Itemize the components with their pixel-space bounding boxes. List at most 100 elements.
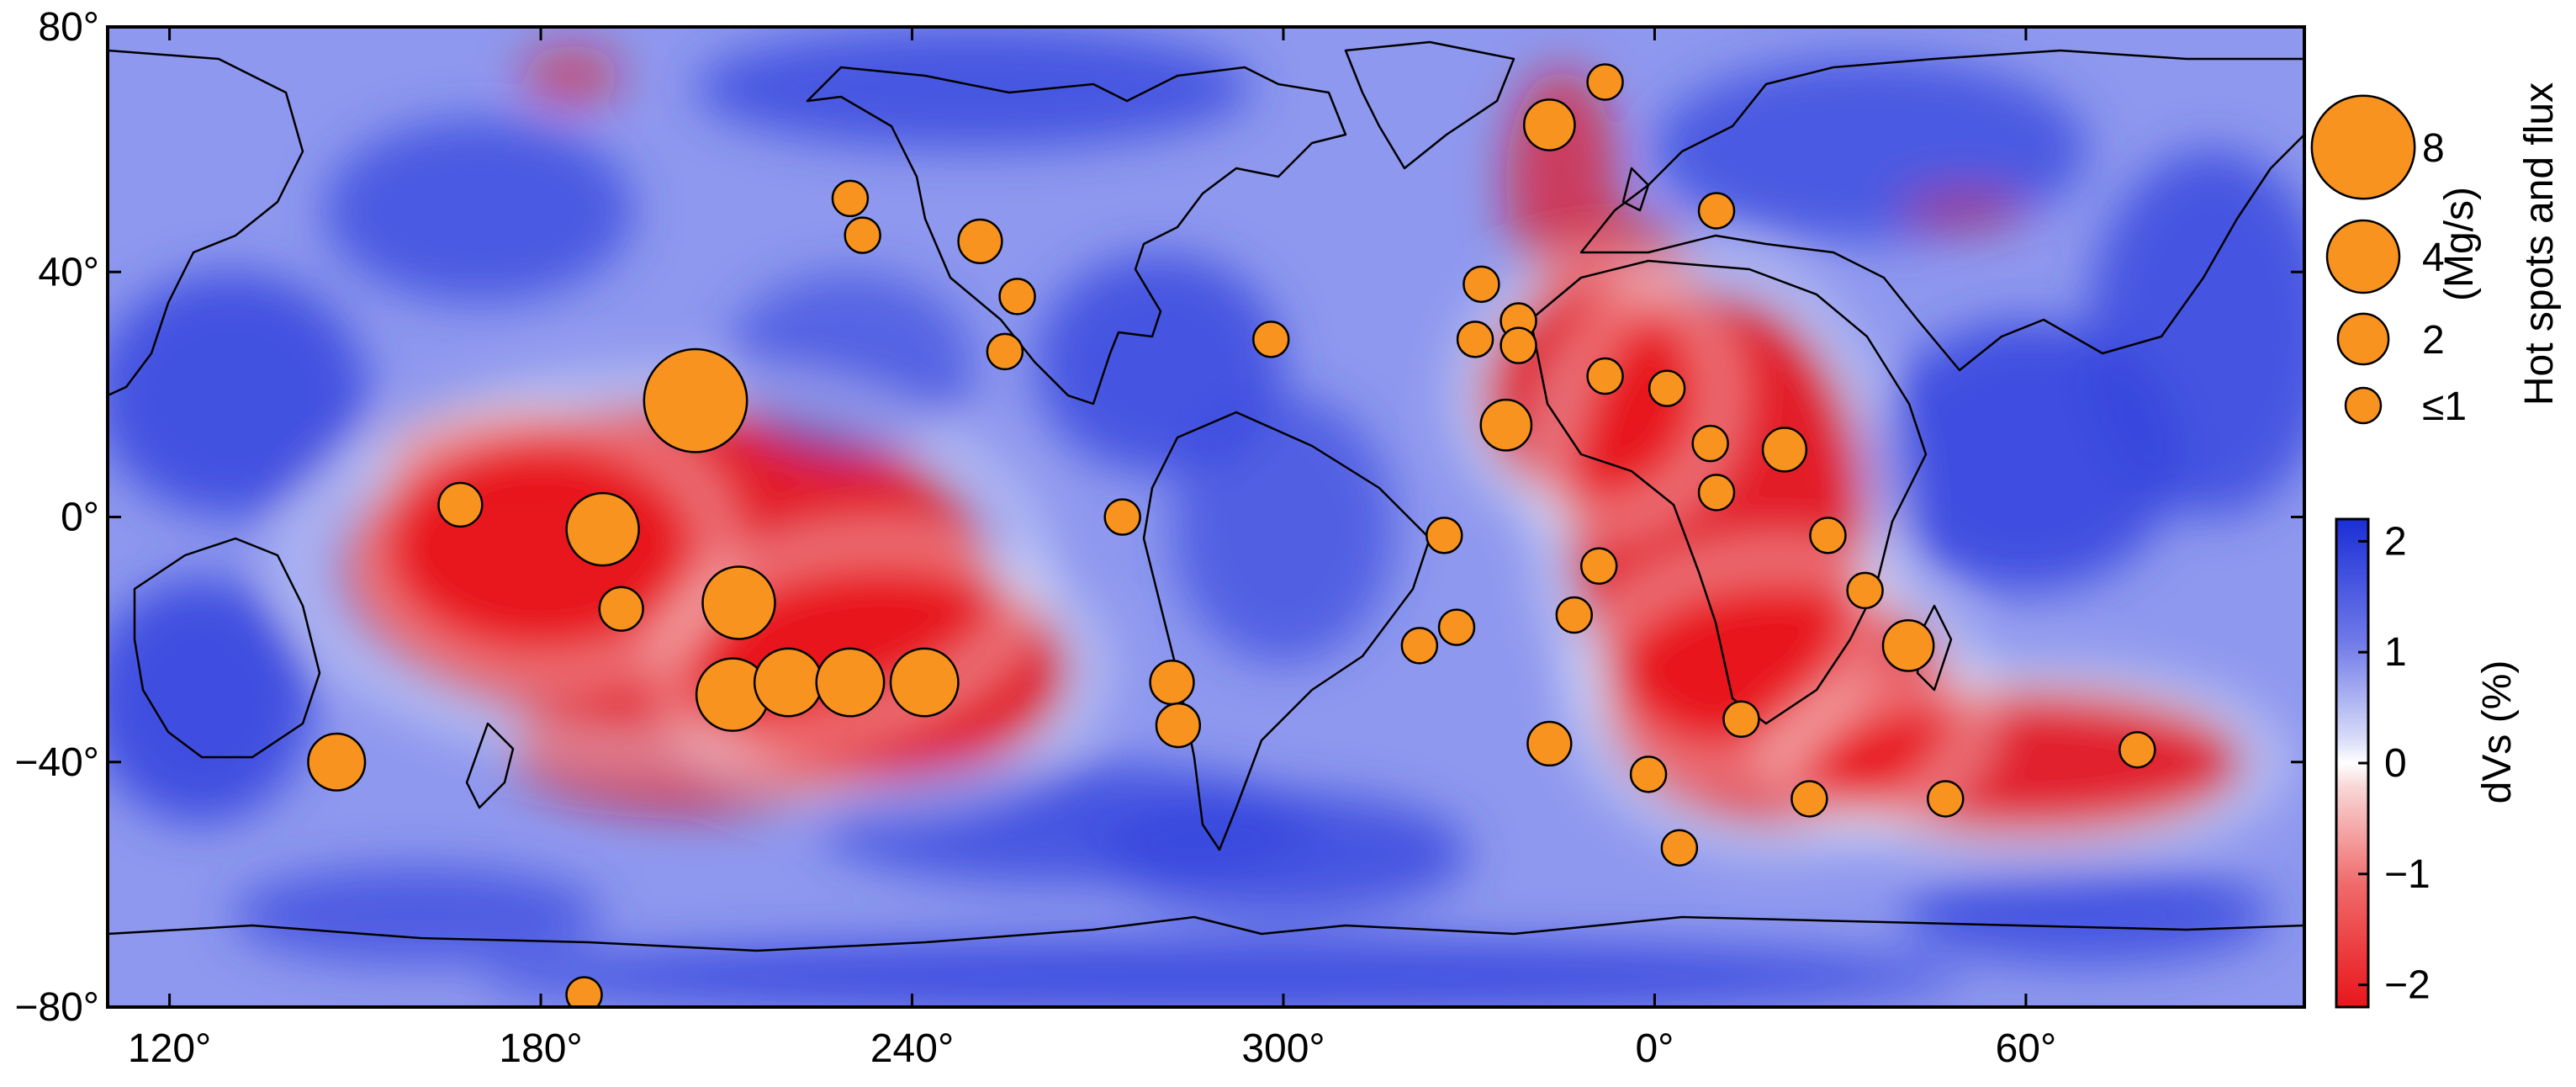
hotspot-marker xyxy=(889,647,960,718)
y-tick-label: 80° xyxy=(38,5,99,50)
fast-anomaly-region xyxy=(479,939,1965,1007)
hotspot-marker xyxy=(831,179,870,218)
colorbar-tick-label: −2 xyxy=(2384,963,2431,1008)
hotspot-marker xyxy=(643,347,748,453)
coast-greenland xyxy=(1344,40,1515,170)
legend-entry-label: 8 xyxy=(2422,126,2445,171)
fast-anomaly-region xyxy=(2087,149,2304,517)
hotspot-marker xyxy=(1586,63,1624,101)
coastlines xyxy=(108,40,2304,952)
hotspot-marker xyxy=(1555,596,1594,634)
hotspot-marker xyxy=(815,647,886,718)
legend-title: Hot spots and flux xyxy=(2517,82,2562,406)
y-tick-label: −40° xyxy=(14,740,99,785)
hotspot-marker xyxy=(1927,780,1965,818)
fast-anomaly-region xyxy=(695,27,1253,150)
fast-anomaly-region xyxy=(726,272,975,456)
y-tick-label: 40° xyxy=(38,250,99,294)
anomaly-boundary xyxy=(654,530,1108,810)
y-tick-label: −80° xyxy=(14,985,99,1030)
legend-marker xyxy=(2336,312,2390,366)
colorbar-tick-label: −1 xyxy=(2384,852,2431,897)
hotspot-marker xyxy=(1523,98,1576,151)
hotspot-marker xyxy=(1691,424,1729,463)
hotspot-marker xyxy=(1400,627,1439,665)
anomaly-boundary xyxy=(350,408,732,687)
hotspot-marker xyxy=(1579,547,1618,585)
legend-marker xyxy=(2344,386,2383,425)
fast-anomaly-region xyxy=(1098,793,1469,915)
fast-anomaly-region xyxy=(324,119,634,303)
hotspot-marker xyxy=(1648,369,1686,407)
coast-south-america xyxy=(1142,411,1431,851)
colorbar-tick-label: 1 xyxy=(2384,630,2407,675)
colorbar-ticks: 2 1 0 −1 −2 xyxy=(2358,519,2431,1008)
coast-british-isles xyxy=(1621,167,1650,212)
hotspot-marker xyxy=(1479,398,1533,452)
coast-australia xyxy=(133,537,321,759)
fast-anomaly-region xyxy=(1035,253,1283,475)
hotspot-marker xyxy=(1252,321,1290,358)
y-axis: 80° 40° 0° −40° −80° xyxy=(14,5,2304,1030)
hotspot-marker xyxy=(1697,192,1736,230)
x-tick-label: 300° xyxy=(1241,1026,1325,1071)
x-tick-label: 240° xyxy=(870,1026,954,1071)
anomaly-boundary xyxy=(1764,665,2288,860)
hotspot-marker xyxy=(986,332,1024,371)
hotspot-marker xyxy=(1149,659,1195,706)
hotspot-marker xyxy=(2118,730,2156,769)
hotspot-marker xyxy=(1526,720,1573,767)
hotspot-marker xyxy=(1463,265,1500,304)
coast-antarctica xyxy=(108,915,2304,952)
anomaly-boundary xyxy=(1452,255,1734,534)
hotspot-marker xyxy=(957,218,1003,264)
fast-anomaly-region xyxy=(1902,866,2274,965)
x-axis: 120° 180° 240° 300° 0° 60° xyxy=(128,27,2056,1071)
hotspot-marker xyxy=(844,216,881,254)
hotspot-marker xyxy=(1881,619,1935,672)
hotspot-marker xyxy=(565,491,640,567)
hotspots xyxy=(307,63,2156,1007)
hotspot-marker xyxy=(1586,357,1624,395)
hotspot-marker xyxy=(437,481,484,528)
y-tick-label: 0° xyxy=(61,496,99,540)
hotspot-marker xyxy=(701,565,776,640)
fast-anomaly-region xyxy=(108,578,312,824)
coast-africa xyxy=(1529,259,1928,725)
legend-unit: (Mg/s) xyxy=(2437,187,2482,301)
coast-north-america xyxy=(806,66,1347,406)
hotspot-legend: 8 4 2 ≤1 (Mg/s) Hot spots and flux xyxy=(2310,82,2562,429)
hotspot-marker xyxy=(1846,571,1884,610)
x-tick-label: 0° xyxy=(1635,1026,1674,1071)
hotspot-marker xyxy=(1791,780,1828,818)
x-tick-label: 60° xyxy=(1996,1026,2057,1071)
coast-east-asia xyxy=(108,49,304,397)
x-tick-label: 120° xyxy=(128,1026,211,1071)
slow-anomaly-region xyxy=(521,45,622,107)
hotspot-marker xyxy=(1437,608,1476,646)
fast-anomaly-region xyxy=(231,866,603,965)
colorbar: 2 1 0 −1 −2 dVs (%) xyxy=(2335,517,2520,1009)
colorbar-tick-label: 0 xyxy=(2384,741,2407,786)
hotspot-marker xyxy=(1155,702,1202,749)
coast-eurasia xyxy=(1579,49,2304,372)
legend-entry-label: 2 xyxy=(2422,318,2445,363)
hotspot-marker xyxy=(1500,326,1537,364)
hotspot-marker xyxy=(1660,829,1699,867)
anomaly-boundary xyxy=(1566,547,1991,855)
map-area xyxy=(108,27,2304,1007)
legend-marker xyxy=(2325,219,2401,294)
colorbar-tick-label: 2 xyxy=(2384,519,2407,564)
hotspot-marker xyxy=(1761,427,1808,473)
legend-marker xyxy=(2310,94,2416,200)
legend-entry-label: ≤1 xyxy=(2422,384,2467,429)
slow-anomaly-region xyxy=(1902,192,2026,230)
hotspot-marker xyxy=(1697,474,1736,512)
hotspot-marker xyxy=(1426,517,1463,554)
fast-anomaly-region xyxy=(108,272,368,517)
colorbar-label: dVs (%) xyxy=(2475,660,2520,804)
coast-new-zealand xyxy=(465,722,515,809)
hotspot-marker xyxy=(598,586,644,632)
hotspot-marker xyxy=(998,278,1036,315)
hotspot-marker xyxy=(1722,700,1760,739)
